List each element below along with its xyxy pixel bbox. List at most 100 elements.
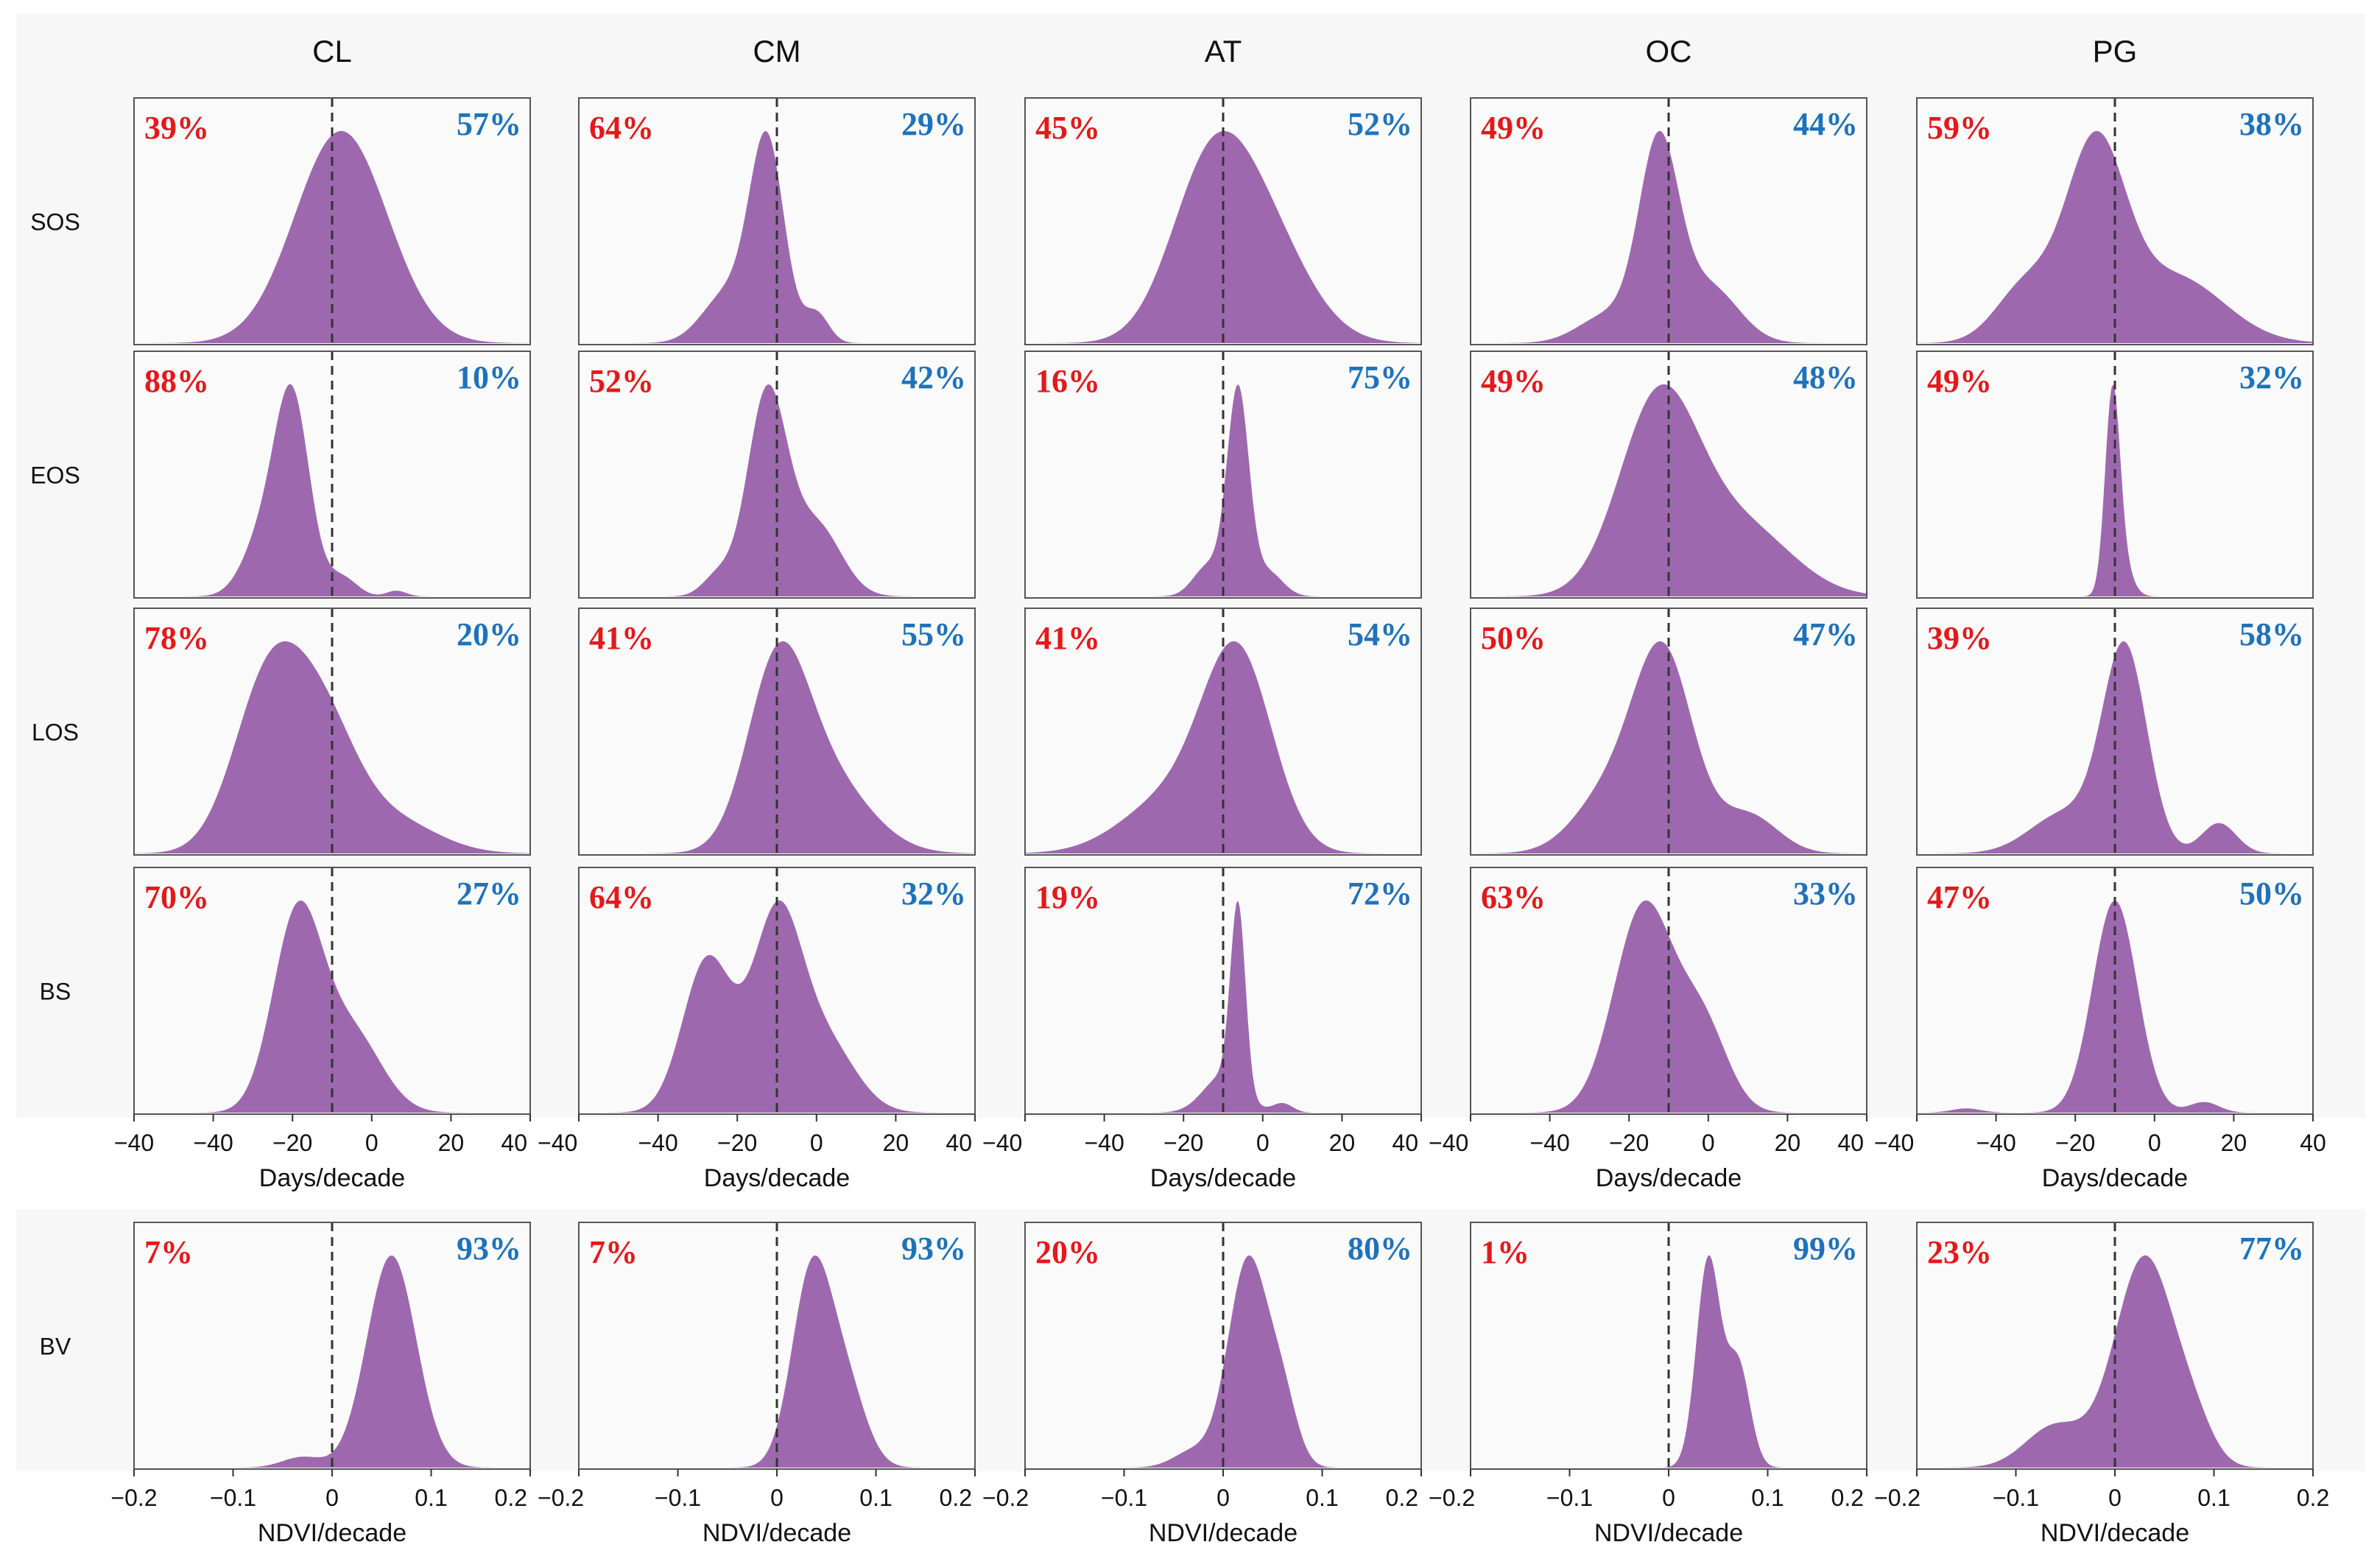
positive-percent-label: 52% — [1348, 106, 1412, 142]
positive-percent-label: 55% — [901, 616, 966, 652]
positive-percent-label: 50% — [2239, 876, 2304, 912]
positive-percent-label: 44% — [1793, 106, 1858, 142]
panel-frame — [133, 608, 531, 856]
negative-percent-label: 19% — [1035, 879, 1100, 915]
row-label-los: LOS — [32, 719, 79, 746]
negative-percent-label: 52% — [589, 363, 654, 399]
panel-frame — [1916, 867, 2314, 1115]
positive-percent-label: 32% — [2239, 359, 2304, 395]
x-tick-label: 0 — [810, 1130, 823, 1156]
positive-percent-label: 42% — [901, 359, 966, 395]
panel-frame — [578, 351, 976, 599]
row-label-bv: BV — [40, 1334, 71, 1360]
x-tick-label: −40 — [982, 1130, 1022, 1156]
x-tick-label: 40 — [1837, 1130, 1864, 1156]
x-tick-label: −0.1 — [655, 1485, 701, 1511]
x-tick-label: −40 — [1529, 1130, 1569, 1156]
panel-frame — [1024, 351, 1422, 599]
x-tick-label: 0 — [325, 1485, 339, 1511]
density-area-bv-cl — [134, 1255, 530, 1468]
negative-percent-label: 7% — [589, 1234, 638, 1270]
x-axis-label: NDVI/decade — [258, 1519, 406, 1547]
x-tick-label: −0.2 — [982, 1485, 1029, 1511]
x-tick-label: −20 — [1163, 1130, 1203, 1156]
column-title-oc: OC — [1646, 34, 1692, 68]
x-tick-label: 0.2 — [1386, 1485, 1418, 1511]
positive-percent-label: 58% — [2239, 616, 2304, 652]
x-tick-label: 40 — [946, 1130, 972, 1156]
negative-percent-label: 16% — [1035, 363, 1100, 399]
x-tick-label: −0.2 — [110, 1485, 157, 1511]
negative-percent-label: 1% — [1481, 1234, 1529, 1270]
negative-percent-label: 41% — [589, 620, 654, 656]
positive-percent-label: 99% — [1793, 1230, 1858, 1267]
positive-percent-label: 72% — [1348, 876, 1412, 912]
negative-percent-label: 20% — [1035, 1234, 1100, 1270]
x-tick-label: 0 — [2148, 1130, 2161, 1156]
x-tick-label: −0.1 — [1993, 1485, 2039, 1511]
panel-frame — [1916, 351, 2314, 599]
positive-percent-label: 32% — [901, 876, 966, 912]
negative-percent-label: 39% — [1927, 620, 1992, 656]
positive-percent-label: 93% — [457, 1230, 521, 1267]
negative-percent-label: 50% — [1481, 620, 1546, 656]
x-axis-label: NDVI/decade — [1594, 1519, 1743, 1547]
negative-percent-label: 64% — [589, 879, 654, 915]
x-tick-label: −0.2 — [538, 1485, 584, 1511]
negative-percent-label: 23% — [1927, 1234, 1992, 1270]
column-title-pg: PG — [2093, 34, 2138, 68]
panel-frame — [1470, 867, 1867, 1115]
x-tick-label: 20 — [2221, 1130, 2247, 1156]
x-tick-label: 0.1 — [415, 1485, 447, 1511]
x-tick-label: −0.2 — [1874, 1485, 1920, 1511]
positive-percent-label: 80% — [1348, 1230, 1412, 1267]
positive-percent-label: 77% — [2239, 1230, 2304, 1267]
x-axis-label: Days/decade — [704, 1164, 850, 1192]
x-tick-label: 20 — [883, 1130, 909, 1156]
negative-percent-label: 70% — [144, 879, 209, 915]
x-tick-label: 0.2 — [495, 1485, 527, 1511]
x-tick-label: 40 — [501, 1130, 527, 1156]
positive-percent-label: 27% — [457, 876, 521, 912]
x-tick-label: −40 — [1874, 1130, 1914, 1156]
x-axis-label: NDVI/decade — [703, 1519, 851, 1547]
x-tick-label: −20 — [1609, 1130, 1649, 1156]
density-area-bs-at — [1025, 900, 1421, 1113]
positive-percent-label: 54% — [1348, 616, 1412, 652]
x-tick-label: 40 — [2300, 1130, 2326, 1156]
density-area-eos-at — [1025, 384, 1421, 596]
positive-percent-label: 38% — [2239, 106, 2304, 142]
positive-percent-label: 33% — [1793, 876, 1858, 912]
panel-frame — [1024, 97, 1422, 345]
x-tick-label: −0.1 — [1546, 1485, 1593, 1511]
x-tick-label: −40 — [1084, 1130, 1124, 1156]
negative-percent-label: 49% — [1481, 110, 1546, 146]
negative-percent-label: 88% — [144, 363, 209, 399]
negative-percent-label: 41% — [1035, 620, 1100, 656]
positive-percent-label: 10% — [457, 359, 521, 395]
x-tick-label: 0 — [1662, 1485, 1675, 1511]
x-tick-label: −0.1 — [1101, 1485, 1147, 1511]
x-axis-label: NDVI/decade — [2041, 1519, 2189, 1547]
x-tick-label: −40 — [538, 1130, 577, 1156]
x-axis-label: Days/decade — [2042, 1164, 2188, 1192]
positive-percent-label: 48% — [1793, 359, 1858, 395]
column-title-cl: CL — [312, 34, 352, 68]
x-tick-label: 0.1 — [2197, 1485, 2230, 1511]
column-title-at: AT — [1205, 34, 1242, 68]
panel-frame — [1470, 97, 1867, 345]
x-axis-label: Days/decade — [1150, 1164, 1296, 1192]
positive-percent-label: 75% — [1348, 359, 1412, 395]
panel-frame — [133, 867, 531, 1115]
panel-frame — [1470, 608, 1867, 856]
x-tick-label: −40 — [1976, 1130, 2015, 1156]
positive-percent-label: 93% — [901, 1230, 966, 1267]
panel-frame — [1470, 351, 1867, 599]
negative-percent-label: 45% — [1035, 110, 1100, 146]
positive-percent-label: 47% — [1793, 616, 1858, 652]
x-tick-label: 0.2 — [940, 1485, 972, 1511]
x-tick-label: 0 — [365, 1130, 379, 1156]
x-tick-label: 0 — [1217, 1485, 1230, 1511]
row-label-bs: BS — [40, 979, 71, 1005]
